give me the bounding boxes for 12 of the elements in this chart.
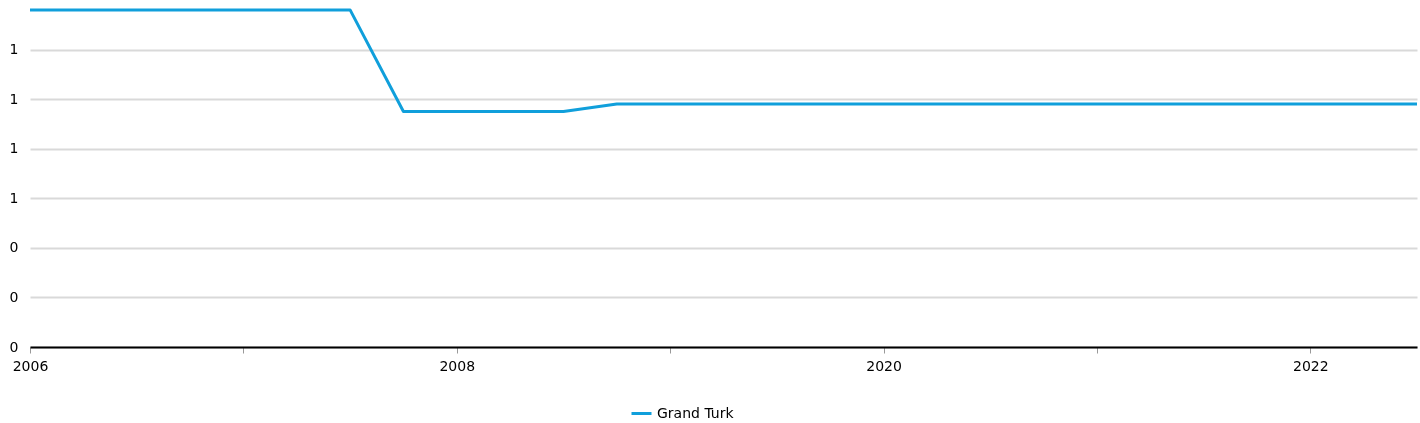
y-tick-label: 1 [9,90,19,107]
x-tick-label: 2020 [866,357,902,374]
x-tick-label: 2022 [1292,357,1329,374]
y-tick-label: 0 [9,288,19,305]
legend-label: Grand Turk [657,404,735,421]
x-tick-label: 2006 [12,357,49,374]
y-tick-label: 1 [9,189,19,206]
x-tick-label: 2008 [439,357,476,374]
y-tick-label: 1 [9,41,19,58]
y-tick-label: 0 [9,338,19,355]
y-tick-label: 0 [9,239,19,256]
y-tick-label: 1 [9,140,19,157]
